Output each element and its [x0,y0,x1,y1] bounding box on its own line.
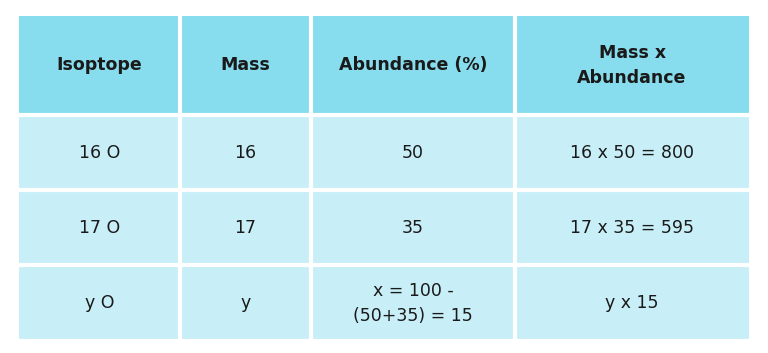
Text: 35: 35 [402,219,424,237]
Bar [515,115,749,190]
Text: y: y [240,294,250,312]
Bar [515,16,749,115]
Text: 17: 17 [234,219,257,237]
Bar [19,115,180,190]
Text: Abundance (%): Abundance (%) [339,56,488,74]
Bar [311,265,515,341]
Bar [180,115,311,190]
Text: 16 O: 16 O [79,144,120,162]
Text: 17 x 35 = 595: 17 x 35 = 595 [570,219,694,237]
Text: y O: y O [84,294,114,312]
Bar [19,16,180,115]
Bar [515,190,749,265]
Text: x = 100 -
(50+35) = 15: x = 100 - (50+35) = 15 [353,282,473,324]
Text: 50: 50 [402,144,424,162]
Text: y x 15: y x 15 [605,294,659,312]
Bar [180,265,311,341]
Bar [180,16,311,115]
Text: 16 x 50 = 800: 16 x 50 = 800 [570,144,694,162]
Bar [311,16,515,115]
Bar [515,265,749,341]
Bar [180,190,311,265]
Text: Isoptope: Isoptope [57,56,142,74]
Bar [311,115,515,190]
Text: 16: 16 [234,144,257,162]
Text: Mass: Mass [220,56,270,74]
Bar [311,190,515,265]
Text: Mass x
Abundance: Mass x Abundance [578,44,687,87]
Bar [19,265,180,341]
Text: 17 O: 17 O [79,219,120,237]
Bar [19,190,180,265]
